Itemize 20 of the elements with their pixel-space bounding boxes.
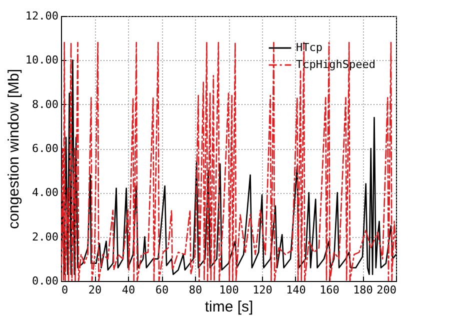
x-tick-label: 60 — [155, 284, 169, 296]
x-tick-label: 80 — [188, 284, 202, 296]
x-tick-label: 20 — [88, 284, 102, 296]
x-tick-label: 120 — [252, 284, 272, 296]
x-tick-label: 180 — [353, 284, 373, 296]
y-tick-label: 0.00 — [32, 274, 58, 288]
y-tick-label: 2.00 — [32, 230, 58, 244]
x-tick-label: 200 — [376, 284, 396, 296]
y-tick-label: 8.00 — [32, 98, 58, 111]
x-tick-label: 100 — [219, 284, 239, 296]
x-tick-label: 160 — [320, 284, 340, 296]
y-axis-title: congestion window [Mb] — [5, 68, 22, 230]
y-tick-label: 4.00 — [32, 186, 58, 200]
y-tick-label: 6.00 — [32, 142, 58, 155]
x-axis-title: time [s] — [204, 298, 254, 316]
x-tick-label: 0 — [62, 284, 68, 296]
y-tick-label: 10.00 — [25, 54, 58, 67]
x-tick-label: 140 — [286, 284, 306, 296]
y-tick-label: 12.00 — [25, 10, 58, 22]
x-tick-label: 40 — [122, 284, 136, 296]
